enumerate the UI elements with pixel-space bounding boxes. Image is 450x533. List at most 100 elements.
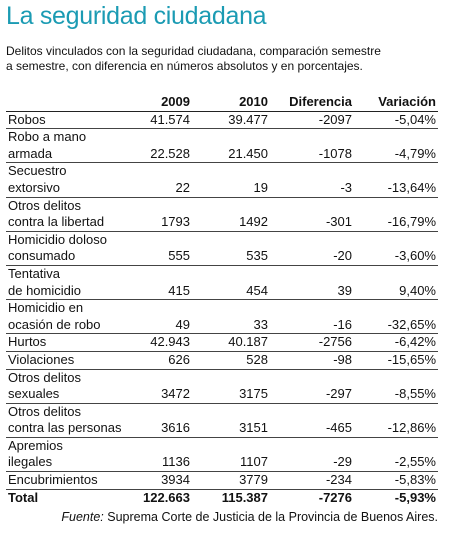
table-cell: -15,65% (354, 351, 438, 370)
row-label: Otros delitos contra las personas (6, 403, 126, 438)
table-cell: -2756 (270, 333, 354, 352)
row-label: Otros delitos contra la libertad (6, 197, 126, 232)
table-cell: 1793 (126, 197, 192, 232)
row-label-line: contra las personas (8, 420, 122, 436)
data-table: 2009 2010 Diferencia Variación Robos 41.574 3… (6, 94, 438, 507)
table-cell: 454 (192, 265, 270, 301)
row-label-line: ocasión de robo (8, 316, 101, 332)
title: La seguridad ciudadana (6, 2, 267, 30)
table-cell: -8,55% (354, 369, 438, 404)
table-row: Apremios ilegales 1136 1107 -29 -2,55% (6, 437, 438, 473)
table-cell: -16,79% (354, 197, 438, 232)
table-cell: 415 (126, 265, 192, 301)
table-cell: 41.574 (126, 111, 192, 130)
table-cell: 1492 (192, 197, 270, 232)
table-cell: 3616 (126, 403, 192, 438)
table-row: Otros delitos contra la libertad 1793 1492-… (6, 197, 438, 232)
table-cell: 3779 (192, 471, 270, 490)
row-label-line: sexuales (8, 386, 60, 402)
total-cell: -5,93% (354, 488, 438, 507)
table-row: Secuestro extorsivo 22 19 -3 -13,64% (6, 162, 438, 198)
table-cell: -16 (270, 299, 354, 335)
header-row: 2009 2010 Diferencia Variación (6, 94, 438, 112)
table-cell: -6,42% (354, 333, 438, 352)
table-cell: 39 (270, 265, 354, 301)
row-label: Apremios ilegales (6, 437, 126, 473)
table-body: Robos 41.574 39.477 -2097 -5,04% Robo a mano a… (6, 111, 438, 507)
row-label: Secuestro extorsivo (6, 162, 126, 198)
table-row: Hurtos 42.943 40.187 -2756 -6,42% (6, 333, 438, 352)
row-label: Robo a mano armada (6, 128, 126, 164)
table-cell: 3934 (126, 471, 192, 490)
row-label: Tentativa de homicidio (6, 265, 126, 301)
total-label: Total (6, 488, 126, 507)
row-label-line: Secuestro (8, 163, 67, 179)
row-label-line: Robos (8, 111, 46, 127)
row-label-line: extorsivo (8, 179, 61, 195)
table-cell: 49 (126, 299, 192, 335)
row-label: Otros delitos sexuales (6, 369, 126, 404)
table-cell: -1078 (270, 128, 354, 164)
row-label: Violaciones (6, 351, 126, 370)
table-cell: -3 (270, 162, 354, 198)
table-cell: -465 (270, 403, 354, 438)
row-label: Encubrimientos (6, 471, 126, 490)
subtitle-line: Delitos vinculados con la seguridad ciud… (6, 44, 381, 58)
table-cell: -12,86% (354, 403, 438, 438)
table-cell: 9,40% (354, 265, 438, 301)
table-cell: 22.528 (126, 128, 192, 164)
row-label-line: consumado (8, 248, 76, 264)
column-header: Diferencia (270, 94, 354, 112)
subtitle: Delitos vinculados con la seguridad ciud… (6, 44, 446, 74)
row-label-line: ilegales (8, 454, 53, 470)
column-header: 2009 (126, 94, 192, 112)
row-label-line: Otros delitos (8, 403, 81, 419)
row-label-line: Otros delitos (8, 369, 81, 385)
table-cell: 1107 (192, 437, 270, 473)
row-label-line: Violaciones (8, 351, 75, 367)
total-row: Total 122.663 115.387 -7276 -5,93% (6, 488, 438, 507)
table-cell: -29 (270, 437, 354, 473)
table-row: Otros delitos contra las personas 3616 3151… (6, 403, 438, 438)
table-row: Homicidio doloso consumado 555 535 -20 -3,60% (6, 231, 438, 266)
table-cell: 40.187 (192, 333, 270, 352)
row-label-line: contra la libertad (8, 214, 105, 230)
row-label-line: Robo a mano (8, 129, 87, 145)
row-label-line: Homicidio en (8, 300, 84, 316)
table-cell: 3151 (192, 403, 270, 438)
table-cell: 33 (192, 299, 270, 335)
row-label-line: Tentativa (8, 265, 61, 281)
table-cell: 1136 (126, 437, 192, 473)
table-cell: -2097 (270, 111, 354, 130)
row-label-line: Encubrimientos (8, 472, 98, 488)
column-header: Variación (354, 94, 438, 112)
table-cell: -2,55% (354, 437, 438, 473)
row-label-line: Otros delitos (8, 197, 81, 213)
table-cell: -5,83% (354, 471, 438, 490)
subtitle-line: a semestre, con diferencia en números ab… (6, 59, 363, 73)
row-label-line: Apremios (8, 437, 63, 453)
table-row: Otros delitos sexuales 3472 3175 -297 -8,55% (6, 369, 438, 404)
row-label: Hurtos (6, 333, 126, 352)
table-cell: -98 (270, 351, 354, 370)
table-cell: -234 (270, 471, 354, 490)
table-row: Robos 41.574 39.477 -2097 -5,04% (6, 111, 438, 130)
source: Fuente: Suprema Corte de Justicia de la … (61, 510, 438, 524)
table-cell: 626 (126, 351, 192, 370)
table-row: Encubrimientos 3934 3779 -234 -5,83% (6, 471, 438, 490)
row-label-line: Hurtos (8, 334, 47, 350)
table-cell: 3175 (192, 369, 270, 404)
table-cell: -20 (270, 231, 354, 266)
table-cell: 528 (192, 351, 270, 370)
source-label: Fuente: (61, 510, 104, 524)
table-cell: -4,79% (354, 128, 438, 164)
table-cell: -3,60% (354, 231, 438, 266)
row-label-line: armada (8, 145, 53, 161)
table-cell: 21.450 (192, 128, 270, 164)
source-text: Suprema Corte de Justicia de la Provinci… (107, 510, 438, 524)
table-cell: -5,04% (354, 111, 438, 130)
table-cell: 19 (192, 162, 270, 198)
column-header: 2010 (192, 94, 270, 112)
table-cell: 555 (126, 231, 192, 266)
